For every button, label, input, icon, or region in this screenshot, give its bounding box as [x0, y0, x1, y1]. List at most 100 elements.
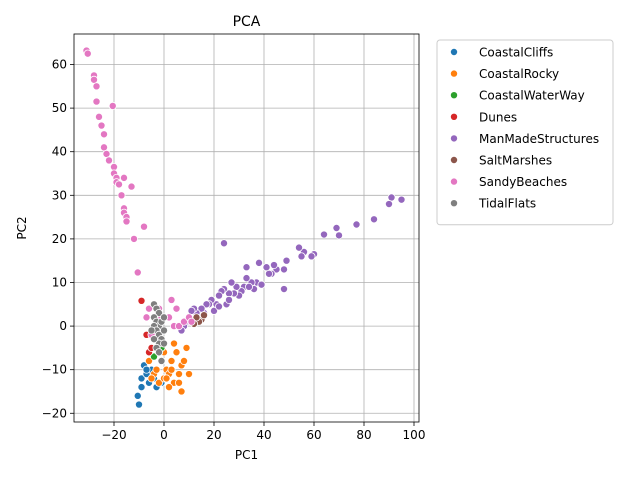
data-point — [154, 309, 163, 318]
legend-label: CoastalRocky — [479, 67, 559, 81]
data-point — [92, 82, 101, 91]
data-point — [332, 223, 341, 232]
data-point — [102, 149, 111, 158]
data-point — [110, 162, 119, 171]
data-point — [134, 400, 143, 409]
series-manmadestructures — [174, 193, 406, 335]
data-point — [144, 356, 153, 365]
series-tidalflats — [147, 300, 168, 365]
data-point — [159, 313, 168, 322]
data-point — [384, 200, 393, 209]
data-point — [257, 280, 266, 289]
data-point — [92, 97, 101, 106]
data-point — [202, 300, 211, 309]
data-point — [142, 313, 151, 322]
data-point — [187, 306, 196, 315]
data-point — [159, 326, 168, 335]
legend-marker — [449, 134, 458, 143]
legend: CoastalCliffs CoastalRocky CoastalWaterWay… — [436, 39, 614, 226]
data-point — [129, 234, 138, 243]
data-point — [242, 263, 251, 272]
legend-marker — [449, 48, 458, 57]
data-point — [167, 356, 176, 365]
data-point — [105, 156, 114, 165]
data-point — [157, 356, 166, 365]
data-point — [117, 191, 126, 200]
x-tick-label: −20 — [101, 428, 126, 442]
legend-item: CoastalWaterWay — [449, 89, 585, 103]
data-point — [282, 256, 291, 265]
data-point — [262, 263, 271, 272]
data-point — [279, 285, 288, 294]
data-point — [199, 311, 208, 320]
data-point — [174, 322, 183, 331]
x-axis-label: PC1 — [235, 448, 258, 462]
legend-label: SaltMarshes — [479, 154, 552, 168]
data-points — [82, 46, 406, 409]
data-point — [137, 374, 146, 383]
legend-marker — [449, 112, 458, 121]
data-point — [244, 282, 253, 291]
data-point — [147, 374, 156, 383]
data-point — [133, 391, 142, 400]
legend-items: CoastalCliffs CoastalRocky CoastalWaterWay… — [449, 46, 599, 211]
data-point — [172, 348, 181, 357]
data-point — [139, 222, 148, 231]
x-tick-label: 80 — [356, 428, 371, 442]
data-point — [242, 274, 251, 283]
data-point — [224, 295, 233, 304]
data-point — [352, 220, 361, 229]
data-point — [174, 378, 183, 387]
data-point — [294, 243, 303, 252]
x-tick-label: 20 — [206, 428, 221, 442]
legend-label: SandyBeaches — [479, 175, 567, 189]
data-point — [254, 258, 263, 267]
data-point — [214, 291, 223, 300]
data-point — [162, 374, 171, 383]
y-tick-label: 50 — [52, 101, 67, 115]
data-point — [297, 252, 306, 261]
legend-marker — [449, 199, 458, 208]
data-point — [142, 365, 151, 374]
data-point — [177, 387, 186, 396]
legend-label: CoastalWaterWay — [479, 89, 585, 103]
data-point — [133, 268, 142, 277]
data-point — [97, 121, 106, 130]
data-point — [115, 180, 124, 189]
data-point — [184, 370, 193, 379]
legend-item: CoastalCliffs — [449, 46, 553, 60]
data-point — [100, 143, 109, 152]
data-point — [334, 231, 343, 240]
legend-item: SandyBeaches — [449, 175, 567, 189]
data-point — [159, 339, 168, 348]
chart-title: PCA — [233, 14, 261, 30]
data-point — [154, 378, 163, 387]
data-point — [169, 339, 178, 348]
y-axis-ticks: −20 −10 0 10 20 30 40 50 60 — [42, 58, 74, 420]
data-point — [167, 295, 176, 304]
legend-item: TidalFlats — [449, 197, 536, 211]
data-point — [209, 306, 218, 315]
y-axis-label: PC2 — [15, 216, 29, 239]
data-point — [127, 182, 136, 191]
x-tick-label: 60 — [306, 428, 321, 442]
data-point — [387, 193, 396, 202]
data-point — [172, 304, 181, 313]
legend-label: TidalFlats — [478, 197, 536, 211]
x-tick-label: 40 — [256, 428, 271, 442]
data-point — [174, 370, 183, 379]
y-tick-label: −10 — [42, 363, 67, 377]
data-point — [83, 49, 92, 58]
data-point — [149, 352, 158, 361]
legend-label: ManMadeStructures — [479, 132, 599, 146]
legend-marker — [449, 155, 458, 164]
data-point — [122, 217, 131, 226]
x-tick-label: 100 — [403, 428, 426, 442]
y-tick-label: 20 — [52, 232, 67, 246]
data-point — [149, 335, 158, 344]
grid-lines — [74, 34, 419, 422]
y-tick-label: −20 — [42, 406, 67, 420]
legend-item: CoastalRocky — [449, 67, 559, 81]
data-point — [152, 365, 161, 374]
